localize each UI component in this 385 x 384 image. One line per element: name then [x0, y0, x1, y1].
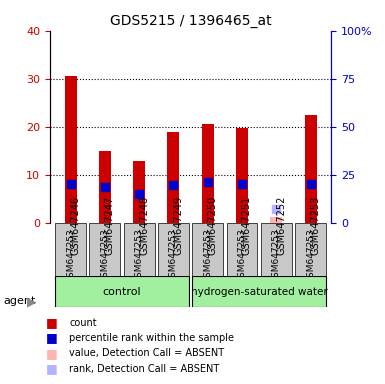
Text: hydrogen-saturated water: hydrogen-saturated water: [191, 287, 328, 297]
FancyBboxPatch shape: [226, 223, 258, 276]
Text: ■: ■: [46, 331, 58, 344]
Text: GSM647253: GSM647253: [169, 228, 178, 283]
Text: GSM647253: GSM647253: [66, 228, 75, 283]
Text: GSM647253: GSM647253: [272, 228, 281, 283]
Bar: [99, 151, 111, 223]
Text: ■: ■: [46, 316, 58, 329]
Text: percentile rank within the sample: percentile rank within the sample: [69, 333, 234, 343]
Text: value, Detection Call = ABSENT: value, Detection Call = ABSENT: [69, 348, 224, 358]
Text: GSM647251: GSM647251: [242, 196, 252, 255]
Text: GSM647249: GSM647249: [173, 196, 183, 255]
Bar: [65, 76, 77, 223]
Bar: [236, 127, 248, 223]
Bar: [133, 161, 145, 223]
Text: GSM647246: GSM647246: [70, 196, 80, 255]
Text: control: control: [103, 287, 141, 297]
FancyBboxPatch shape: [261, 223, 292, 276]
FancyBboxPatch shape: [192, 223, 223, 276]
Bar: [202, 124, 214, 223]
FancyBboxPatch shape: [55, 276, 189, 307]
FancyBboxPatch shape: [124, 223, 155, 276]
FancyBboxPatch shape: [55, 223, 86, 276]
Text: ■: ■: [46, 347, 58, 360]
Text: GSM647253: GSM647253: [238, 228, 246, 283]
Bar: [167, 131, 179, 223]
Text: rank, Detection Call = ABSENT: rank, Detection Call = ABSENT: [69, 364, 219, 374]
Text: GSM647247: GSM647247: [105, 196, 115, 255]
Text: GSM647250: GSM647250: [208, 196, 218, 255]
Text: GSM647248: GSM647248: [139, 196, 149, 255]
FancyBboxPatch shape: [192, 276, 326, 307]
Text: GSM647252: GSM647252: [276, 196, 286, 255]
Bar: [305, 115, 316, 223]
Title: GDS5215 / 1396465_at: GDS5215 / 1396465_at: [110, 14, 271, 28]
Text: ■: ■: [46, 362, 58, 375]
Text: GSM647253: GSM647253: [135, 228, 144, 283]
Text: count: count: [69, 318, 97, 328]
Text: GSM647253: GSM647253: [100, 228, 109, 283]
Text: agent: agent: [4, 296, 36, 306]
FancyBboxPatch shape: [295, 223, 326, 276]
Text: ▶: ▶: [27, 295, 37, 308]
FancyBboxPatch shape: [89, 223, 121, 276]
Bar: [270, 217, 282, 223]
Text: GSM647253: GSM647253: [203, 228, 212, 283]
Text: GSM647253: GSM647253: [311, 196, 321, 255]
Text: GSM647253: GSM647253: [306, 228, 315, 283]
FancyBboxPatch shape: [158, 223, 189, 276]
